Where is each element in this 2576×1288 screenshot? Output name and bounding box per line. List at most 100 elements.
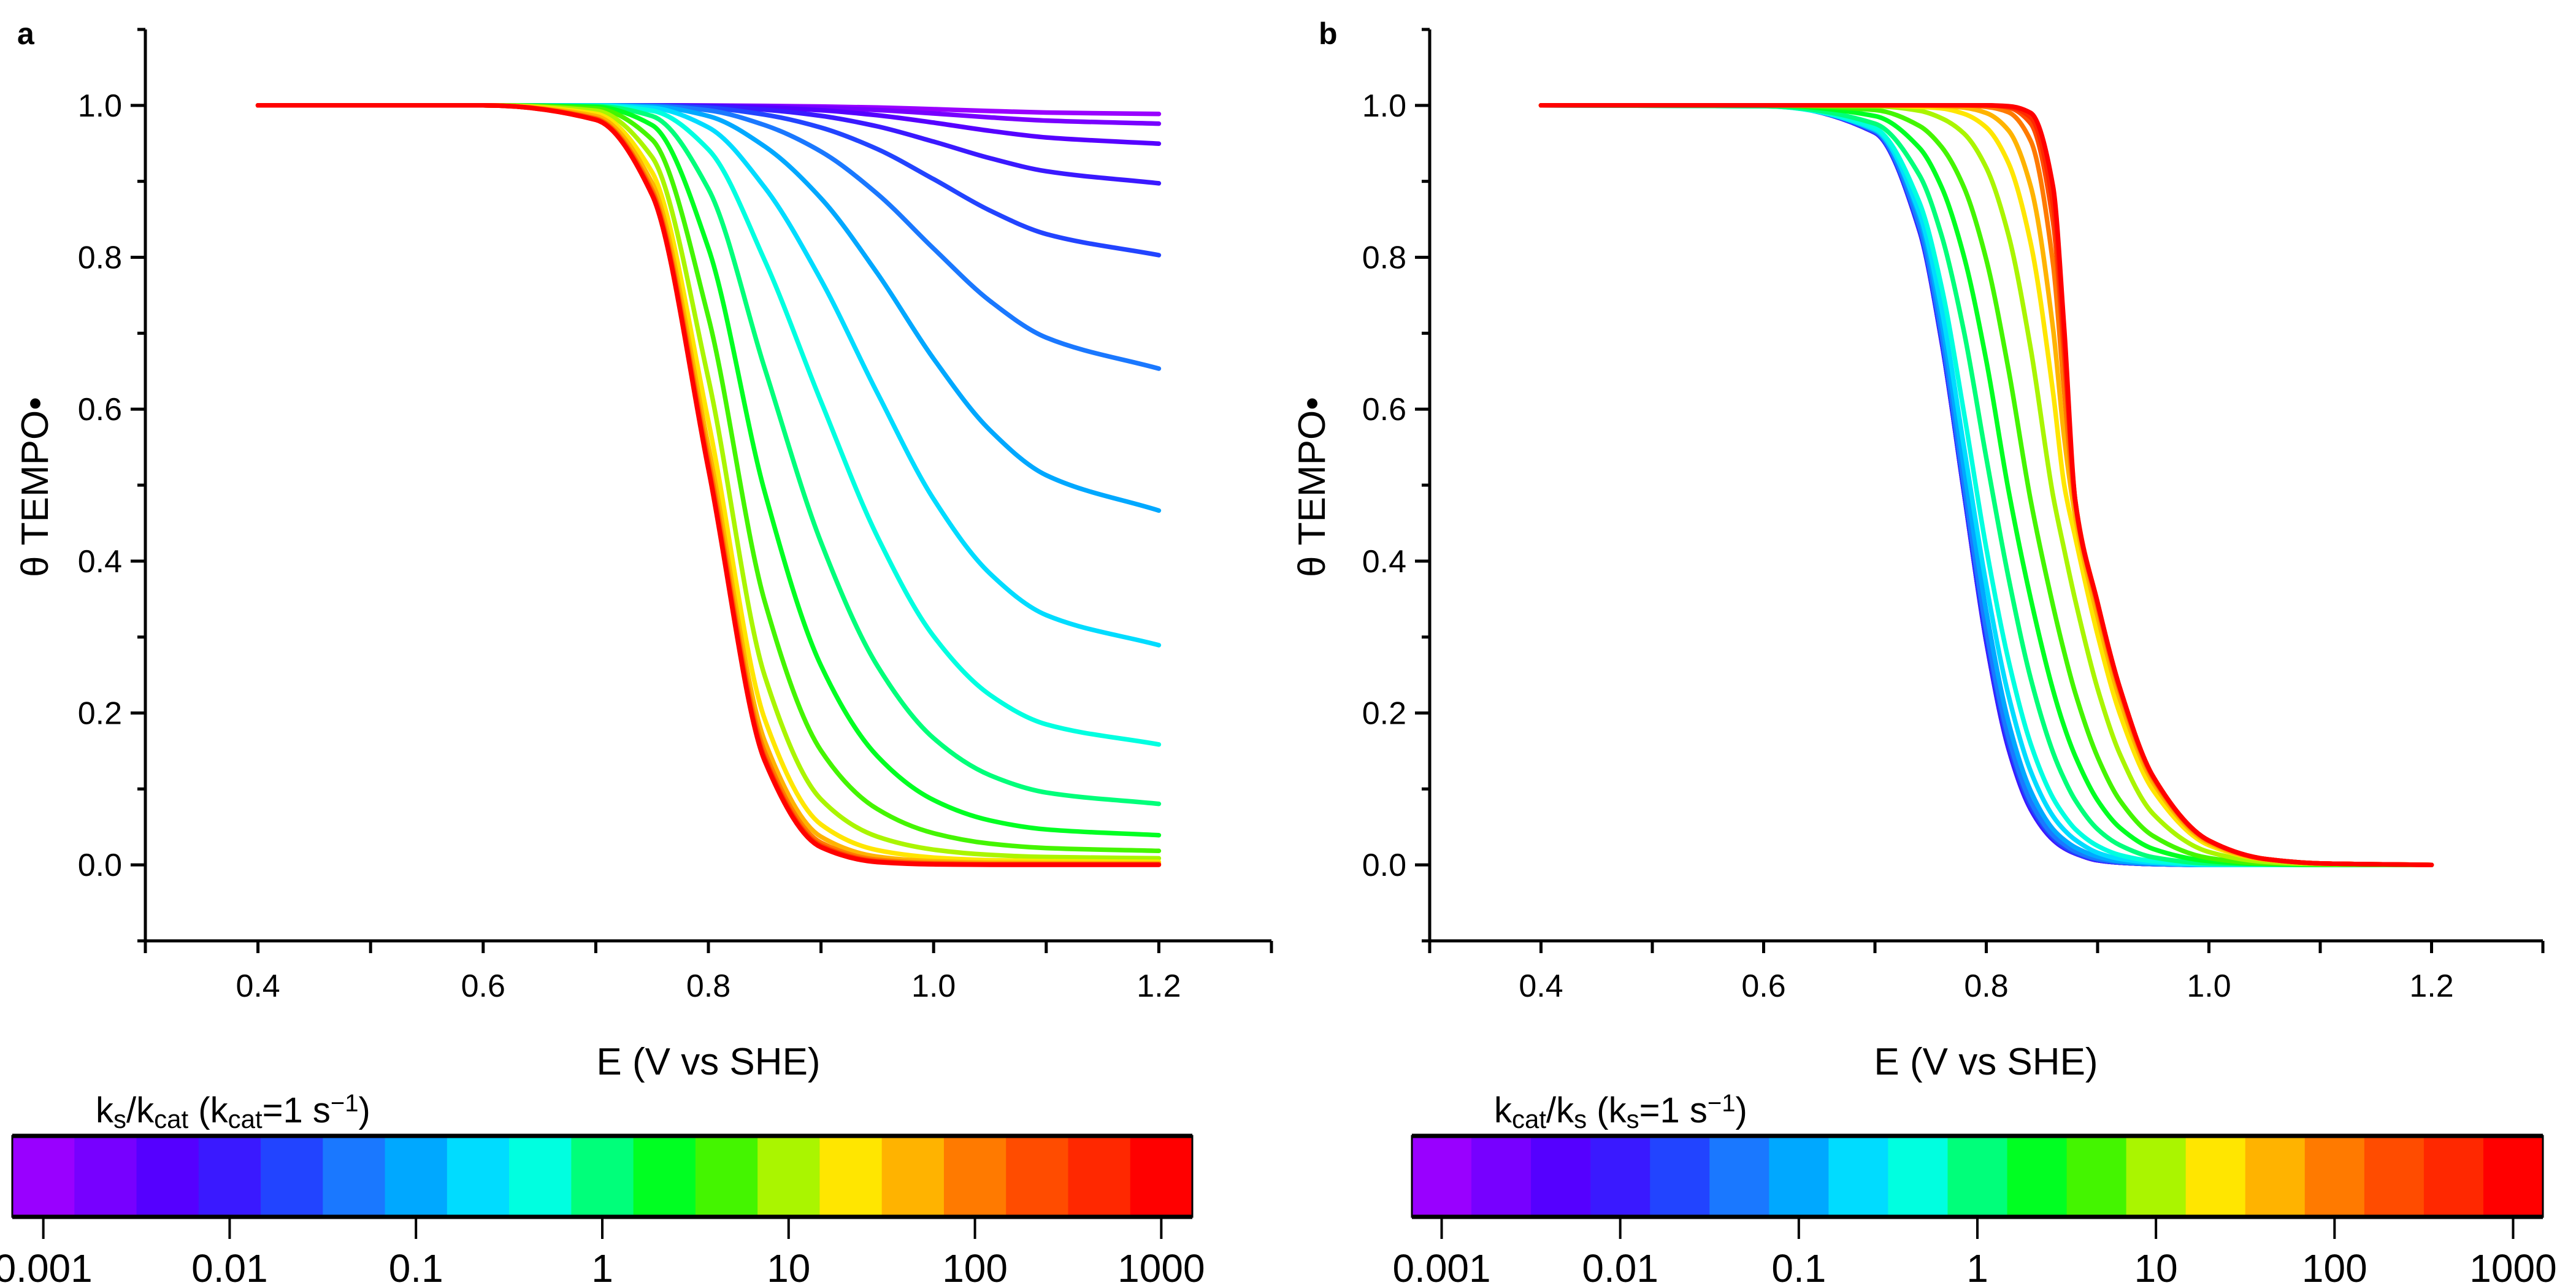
series-line bbox=[1538, 103, 2434, 867]
colorbar-segment bbox=[943, 1136, 1006, 1217]
plot-area: 0.0 0.2 0.4 0.6 0.8 1.0 0.4 0.6 0.8 1.0 1.2 bbox=[78, 28, 1273, 1004]
colorbar-segment bbox=[1531, 1136, 1591, 1217]
x-axis-title: E (V vs SHE) bbox=[596, 1041, 820, 1083]
x-tick-label: 1.2 bbox=[2409, 968, 2453, 1004]
series-line bbox=[255, 103, 1162, 864]
y-tick-label: 0.4 bbox=[1362, 544, 1406, 580]
panel-b: b θ TEMPO• E (V vs SHE) 0.0 0.2 0.4 0.6 0.8 1… bbox=[1291, 17, 2557, 1288]
y-tick-label: 0.6 bbox=[1362, 392, 1406, 427]
series-line bbox=[1538, 103, 2434, 867]
colorbar-segment bbox=[2304, 1136, 2365, 1217]
colorbar: ks/kcat (kcat=1 s−1)0.001 0.01 0.1 1 10 100 10… bbox=[0, 1090, 1205, 1288]
plot-area: 0.0 0.2 0.4 0.6 0.8 1.0 0.4 0.6 0.8 1.0 1.2 bbox=[1362, 28, 2545, 1004]
colorbar-title-part: =1 s bbox=[263, 1091, 331, 1130]
series-line bbox=[1538, 103, 2434, 867]
y-tick-label: 1.0 bbox=[78, 88, 122, 124]
colorbar-segment bbox=[2245, 1136, 2306, 1217]
series-line bbox=[255, 103, 1162, 371]
series-line bbox=[255, 103, 1162, 867]
series-line bbox=[255, 103, 1162, 866]
y-tick-label: 0.0 bbox=[78, 848, 122, 883]
colorbar-title: kcat/ks (ks=1 s−1) bbox=[1494, 1090, 1747, 1133]
colorbar-title-part: k bbox=[96, 1091, 114, 1130]
series-line bbox=[1538, 103, 2434, 867]
colorbar-segment bbox=[1068, 1136, 1131, 1217]
colorbar-segment bbox=[12, 1136, 75, 1217]
data-series-group bbox=[1538, 103, 2434, 867]
colorbar-segment bbox=[2423, 1136, 2484, 1217]
colorbar-title-part: cat bbox=[228, 1105, 263, 1133]
series-line bbox=[1538, 103, 2434, 867]
colorbar-tick-label: 0.001 bbox=[1392, 1246, 1490, 1288]
x-tick-label: 0.8 bbox=[1964, 968, 2008, 1004]
colorbar-segment bbox=[2066, 1136, 2127, 1217]
series-line bbox=[1538, 103, 2434, 867]
colorbar-segment bbox=[1471, 1136, 1531, 1217]
colorbar-segment bbox=[261, 1136, 323, 1217]
series-line bbox=[1538, 103, 2434, 867]
x-tick-label: 0.8 bbox=[686, 968, 730, 1004]
y-tick-label: 0.4 bbox=[78, 544, 122, 580]
series-line bbox=[1538, 103, 2434, 867]
colorbar-segment bbox=[1888, 1136, 1949, 1217]
series-line bbox=[255, 103, 1162, 867]
series-line bbox=[1538, 103, 2434, 867]
colorbar-segment bbox=[1828, 1136, 1889, 1217]
colorbar-title-part: (k bbox=[1587, 1091, 1627, 1130]
colorbar-segment bbox=[1947, 1136, 2008, 1217]
y-tick-label: 0.8 bbox=[78, 240, 122, 276]
series-line bbox=[1538, 103, 2434, 867]
colorbar-tick-label: 100 bbox=[2302, 1246, 2367, 1288]
series-line bbox=[1538, 103, 2434, 867]
colorbar-title-part: cat bbox=[154, 1105, 188, 1133]
series-line bbox=[1538, 103, 2434, 867]
series-line bbox=[1538, 103, 2434, 867]
colorbar-segment bbox=[74, 1136, 137, 1217]
colorbar-title: ks/kcat (kcat=1 s−1) bbox=[96, 1090, 370, 1133]
x-tick-label: 0.6 bbox=[461, 968, 505, 1004]
colorbar-segment bbox=[2483, 1136, 2543, 1217]
y-axis-title: θ TEMPO• bbox=[1291, 397, 1333, 577]
colorbar-segment bbox=[1130, 1136, 1193, 1217]
colorbar-tick-label: 10 bbox=[767, 1246, 810, 1288]
series-line bbox=[255, 103, 1162, 861]
colorbar: kcat/ks (ks=1 s−1)0.001 0.01 0.1 1 10 100 1000 bbox=[1392, 1090, 2556, 1288]
series-line bbox=[255, 103, 1162, 867]
colorbar-title-part: =1 s bbox=[1639, 1091, 1708, 1130]
y-tick-label: 1.0 bbox=[1362, 88, 1406, 124]
y-tick-label: 0.8 bbox=[1362, 240, 1406, 276]
colorbar-title-part: −1 bbox=[331, 1090, 359, 1117]
colorbar-tick-label: 1000 bbox=[2469, 1246, 2556, 1288]
colorbar-tick-label: 1 bbox=[591, 1246, 613, 1288]
panel-a: a θ TEMPO• E (V vs SHE) 0.0 0.2 0.4 0.6 0.8 1… bbox=[0, 17, 1273, 1288]
colorbar-tick-label: 0.1 bbox=[1771, 1246, 1826, 1288]
colorbar-segment bbox=[1006, 1136, 1069, 1217]
colorbar-segment bbox=[757, 1136, 821, 1217]
colorbar-tick-label: 100 bbox=[942, 1246, 1008, 1288]
colorbar-segment bbox=[2007, 1136, 2068, 1217]
colorbar-segment bbox=[571, 1136, 634, 1217]
series-line bbox=[1538, 103, 2434, 867]
y-axis-title: θ TEMPO• bbox=[14, 397, 56, 577]
colorbar-segment bbox=[447, 1136, 510, 1217]
colorbar-title-part: s bbox=[1574, 1105, 1587, 1133]
series-line bbox=[1538, 103, 2434, 867]
series-line bbox=[1538, 103, 2434, 867]
colorbar-segment bbox=[1590, 1136, 1650, 1217]
colorbar-tick-label: 0.1 bbox=[389, 1246, 443, 1288]
colorbar-title-part: ) bbox=[358, 1091, 370, 1130]
colorbar-segment bbox=[198, 1136, 261, 1217]
colorbar-tick-label: 1000 bbox=[1117, 1246, 1205, 1288]
x-tick-label: 0.6 bbox=[1741, 968, 1785, 1004]
y-tick-label: 0.2 bbox=[1362, 696, 1406, 732]
series-line bbox=[1538, 103, 2434, 867]
colorbar-title-part: /k bbox=[126, 1091, 155, 1130]
colorbar-segment bbox=[2364, 1136, 2425, 1217]
colorbar-title-part: s bbox=[1627, 1105, 1639, 1133]
colorbar-segment bbox=[1709, 1136, 1769, 1217]
colorbar-segment bbox=[819, 1136, 883, 1217]
colorbar-segment bbox=[2185, 1136, 2246, 1217]
x-tick-label: 1.0 bbox=[2187, 968, 2231, 1004]
x-tick-label: 1.2 bbox=[1137, 968, 1181, 1004]
